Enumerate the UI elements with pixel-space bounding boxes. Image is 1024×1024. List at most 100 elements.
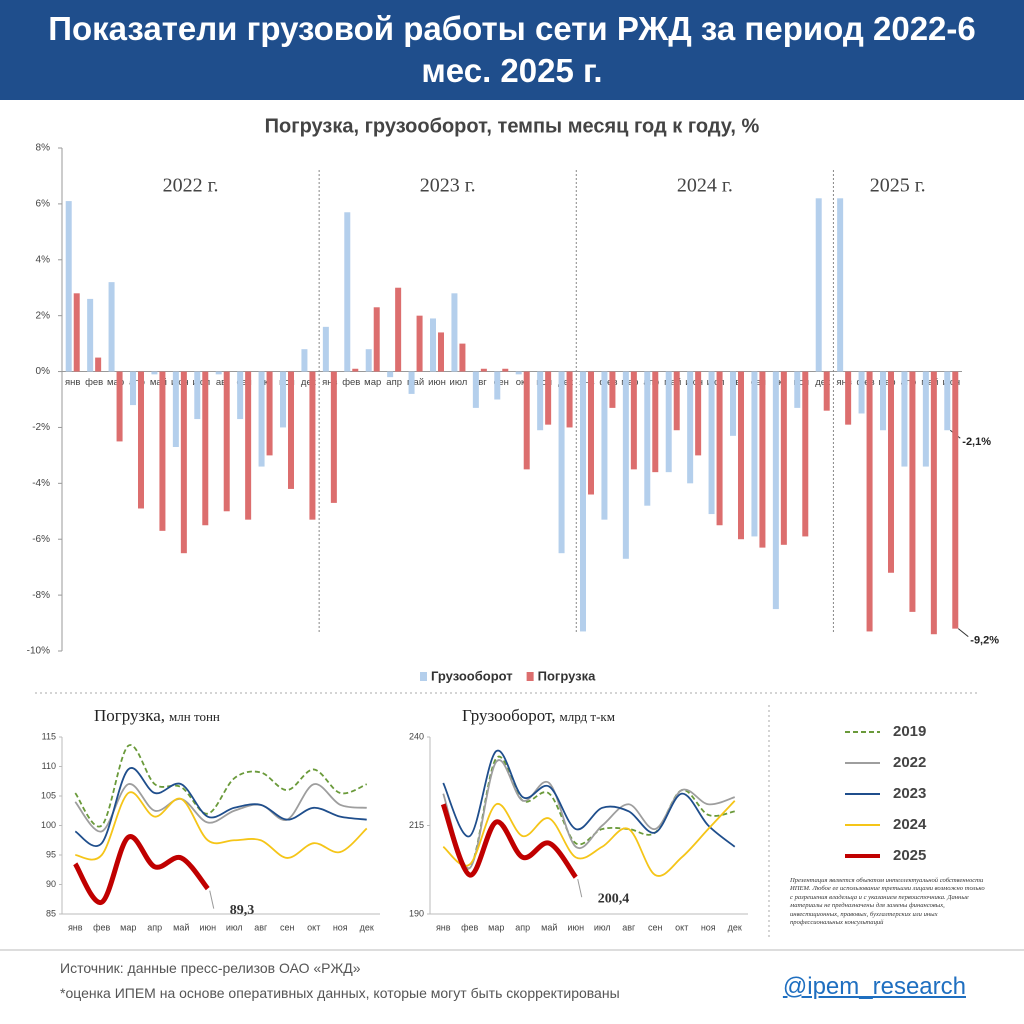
x-tick-label: мар [878, 377, 895, 388]
bar [430, 318, 436, 372]
bar [780, 371, 787, 545]
y-tick-label: -4% [32, 478, 50, 489]
x-tick-label: май [664, 377, 681, 388]
page-title: Показатели грузовой работы сети РЖД за п… [48, 10, 976, 89]
bar [652, 371, 659, 473]
x-tick-label: ноя [536, 377, 552, 388]
x-tick-label: фев [93, 922, 110, 932]
x-tick-label: дек [301, 377, 317, 388]
x-tick-label: май [173, 922, 189, 932]
bar [772, 371, 779, 610]
y-tick-label: 90 [46, 879, 56, 889]
data-label: -2,1% [962, 436, 991, 448]
bar [794, 371, 801, 408]
x-tick-label: июн [199, 922, 216, 932]
x-tick-label: апр [901, 377, 917, 388]
bar [180, 371, 187, 554]
series-line [440, 803, 578, 879]
x-tick-label: ноя [701, 922, 716, 932]
bar [566, 371, 573, 428]
x-tick-label: мар [621, 377, 638, 388]
bar [451, 293, 458, 372]
x-tick-label: июл [450, 377, 468, 388]
bar [523, 371, 530, 470]
x-tick-label: фев [461, 922, 478, 932]
bar [730, 371, 736, 436]
bar [665, 371, 672, 473]
data-label: 89,3 [230, 903, 255, 918]
x-tick-label: дек [815, 377, 831, 388]
bar [352, 368, 359, 372]
chart-title: Погрузка, грузооборот, темпы месяц год к… [265, 115, 760, 137]
bar [673, 371, 680, 431]
bar [330, 371, 337, 503]
legend-swatch [526, 672, 534, 681]
x-tick-label: дек [728, 922, 742, 932]
legend-label: Погрузка [538, 668, 596, 683]
bar [73, 293, 80, 372]
x-tick-label: авг [473, 377, 487, 388]
y-tick-label: 100 [41, 820, 56, 830]
leader [957, 628, 969, 638]
bar [309, 371, 316, 520]
data-label: -9,2% [970, 635, 999, 647]
x-tick-label: мар [120, 922, 136, 932]
x-tick-label: июн [171, 377, 189, 388]
bar [502, 368, 509, 372]
bar [138, 371, 144, 509]
bar [901, 371, 908, 467]
x-tick-label: сен [280, 922, 295, 932]
bar [622, 371, 629, 559]
legend-label: 2019 [893, 723, 926, 740]
bar [922, 371, 929, 467]
y-tick-label: 8% [36, 143, 51, 154]
x-tick-label: июн [428, 377, 446, 388]
bar [716, 371, 723, 526]
bar [480, 368, 487, 372]
bar [545, 371, 552, 425]
x-tick-label: янв [65, 377, 80, 388]
bar [116, 371, 123, 442]
x-tick-label: июл [192, 377, 210, 388]
year-label: 2022 г. [163, 175, 219, 197]
x-tick-label: мар [364, 377, 381, 388]
y-tick-label: 6% [36, 199, 51, 210]
series-line [442, 800, 736, 877]
legend-label: 2025 [893, 847, 926, 864]
year-label: 2025 г. [870, 175, 926, 197]
y-tick-label: -10% [27, 646, 50, 657]
x-tick-label: мар [488, 922, 504, 932]
y-tick-label: 215 [409, 820, 424, 830]
x-tick-label: фев [85, 377, 103, 388]
x-tick-label: окт [675, 922, 688, 932]
chart-unit: млн тонн [169, 709, 220, 724]
bar [472, 371, 479, 408]
bar [408, 371, 415, 394]
bar [202, 371, 209, 526]
x-tick-label: июн [685, 377, 703, 388]
bar [215, 371, 222, 375]
series-line [442, 759, 736, 869]
x-tick-label: авг [216, 377, 230, 388]
x-tick-label: ноя [793, 377, 809, 388]
bar [194, 371, 201, 420]
legend-label: 2023 [893, 785, 926, 802]
bar [266, 371, 273, 456]
bar [909, 371, 916, 612]
series-line [74, 783, 367, 833]
x-tick-label: авг [622, 922, 636, 932]
handle[interactable]: @ipem_research [782, 973, 966, 1000]
y-tick-label: 4% [36, 254, 51, 265]
x-tick-label: апр [386, 377, 402, 388]
x-tick-label: май [407, 377, 424, 388]
chart-unit: млрд т-км [559, 709, 614, 724]
bar [172, 371, 179, 448]
bar [494, 371, 501, 400]
x-tick-label: дек [360, 922, 374, 932]
bar [288, 371, 294, 489]
bar [280, 371, 286, 428]
x-tick-label: авг [730, 377, 744, 388]
x-tick-label: фев [342, 377, 360, 388]
year-label: 2023 г. [420, 175, 476, 197]
